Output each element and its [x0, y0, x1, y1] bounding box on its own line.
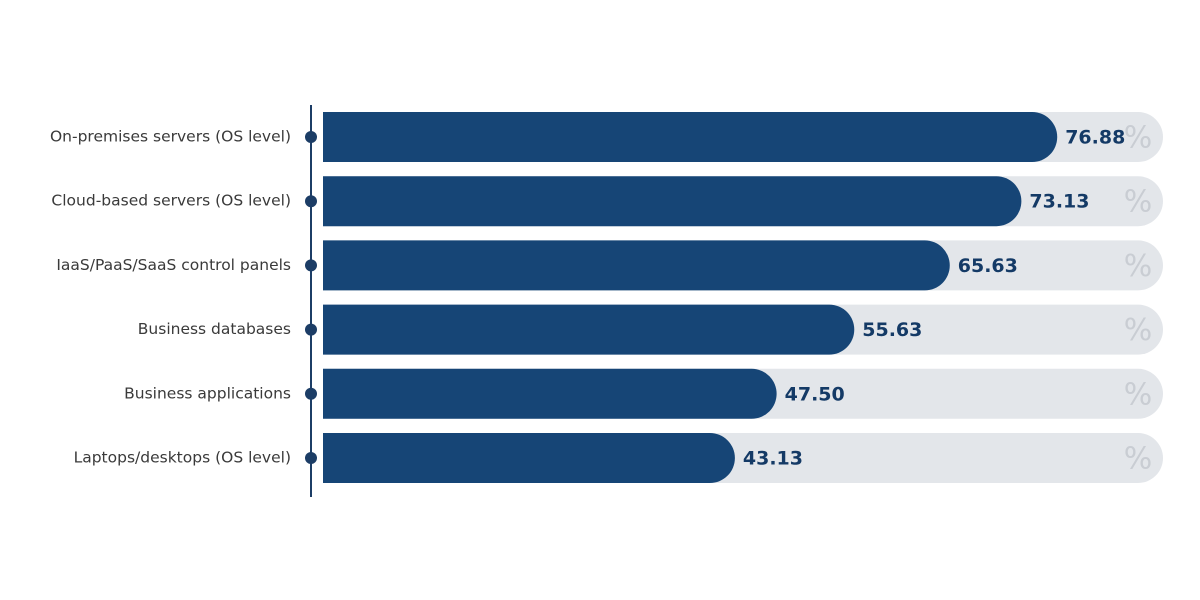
axis-dot [305, 452, 317, 464]
axis-dot [305, 387, 317, 400]
value-label: 65.63 [958, 255, 1018, 277]
axis-dot [305, 131, 317, 143]
category-label: Laptops/desktops (OS level) [74, 449, 291, 467]
value-label: 43.13 [743, 448, 803, 470]
bar [323, 176, 1022, 227]
bar [323, 112, 1058, 162]
category-label: IaaS/PaaS/SaaS control panels [56, 256, 291, 274]
axis-dot [305, 323, 317, 336]
bar [323, 433, 735, 483]
unit-label: % [1124, 121, 1153, 156]
bar [323, 304, 855, 355]
value-label: 73.13 [1029, 191, 1089, 213]
category-label: Business applications [124, 384, 291, 402]
value-label: 47.50 [785, 383, 845, 405]
value-label: 55.63 [862, 319, 922, 341]
axis-dot [305, 259, 317, 272]
category-label: Cloud-based servers (OS level) [51, 192, 291, 210]
unit-label: % [1124, 249, 1153, 284]
bar [323, 368, 777, 419]
axis-dot [305, 195, 317, 208]
category-label: Business databases [138, 320, 291, 338]
unit-label: % [1124, 185, 1153, 220]
value-label: 76.88 [1065, 127, 1125, 149]
bar [323, 240, 950, 291]
unit-label: % [1124, 377, 1153, 412]
category-label: On-premises servers (OS level) [50, 128, 291, 146]
unit-label: % [1124, 442, 1153, 477]
unit-label: % [1124, 313, 1153, 348]
